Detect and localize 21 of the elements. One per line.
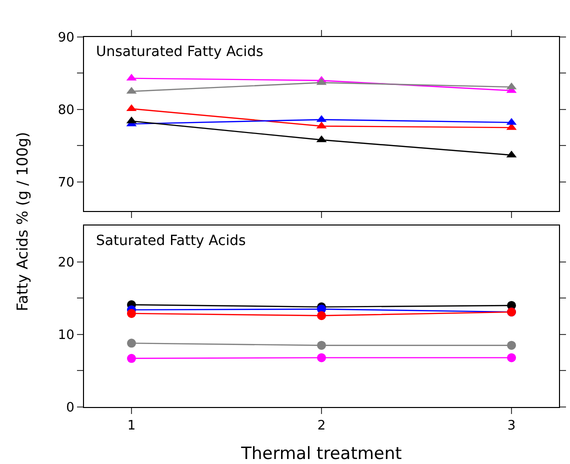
y-tick-label: 80 [58,103,74,118]
point [127,354,136,363]
point [317,353,326,362]
y-tick-label: 90 [58,30,74,46]
y-tick-label: 20 [58,256,74,271]
y-tick-label: 0 [66,400,74,416]
point [317,340,326,350]
x-tick-label: 3 [507,418,516,434]
y-axis-title: Fatty Acids % (g / 100g) [13,132,32,312]
x-tick-label: 2 [317,418,326,434]
x-tick-label: 1 [127,418,136,434]
text: Saturated Fatty Acids [96,233,246,249]
point [507,340,516,350]
point [317,311,326,320]
text: Unsaturated Fatty Acids [96,44,264,60]
y-tick-label: 10 [58,328,74,344]
point [507,353,516,362]
point [127,308,136,318]
x-axis-title: Thermal treatment [240,444,402,464]
point [127,338,136,348]
y-tick-label: 70 [58,175,74,190]
